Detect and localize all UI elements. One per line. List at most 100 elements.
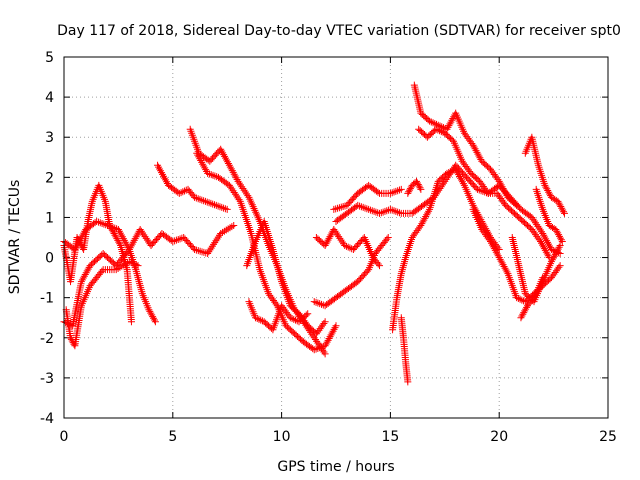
data-point	[513, 294, 521, 302]
data-point	[214, 202, 222, 210]
data-point	[500, 262, 508, 270]
data-point	[227, 183, 235, 191]
data-point	[528, 213, 536, 221]
data-point	[415, 182, 423, 190]
data-point	[93, 217, 101, 225]
y-axis-label: SDTVAR / TECUs	[7, 180, 23, 295]
data-point	[217, 145, 225, 153]
data-point	[231, 190, 239, 198]
data-point	[109, 223, 117, 231]
data-point	[511, 200, 519, 208]
data-point	[365, 205, 373, 213]
data-point	[118, 233, 126, 241]
data-point	[406, 185, 414, 193]
data-point	[327, 331, 335, 339]
data-point	[225, 181, 233, 189]
data-point	[363, 205, 371, 213]
data-point	[127, 318, 135, 326]
data-point	[220, 204, 228, 212]
data-point	[238, 183, 246, 191]
data-point	[455, 171, 463, 179]
data-point	[302, 311, 310, 319]
data-point	[154, 161, 162, 169]
data-point	[213, 235, 221, 243]
data-point	[193, 149, 201, 157]
data-point	[231, 172, 239, 180]
data-point	[494, 176, 502, 184]
data-point	[530, 217, 538, 225]
data-point	[383, 235, 391, 243]
data-point	[325, 335, 333, 343]
data-point	[334, 204, 342, 212]
data-point	[392, 187, 400, 195]
data-point	[220, 151, 228, 159]
data-point	[417, 221, 425, 229]
data-point	[332, 205, 340, 213]
data-point	[207, 244, 215, 252]
data-point	[423, 211, 431, 219]
series-track-10	[310, 234, 392, 310]
data-point	[501, 264, 509, 272]
data-point	[543, 250, 551, 258]
data-point	[229, 187, 237, 195]
data-point	[533, 221, 541, 229]
data-point	[331, 324, 339, 332]
data-point	[81, 270, 89, 278]
data-point	[554, 245, 562, 253]
data-point	[194, 195, 202, 203]
data-point	[472, 147, 480, 155]
data-point	[314, 344, 322, 352]
data-point	[326, 233, 334, 241]
data-point	[234, 194, 242, 202]
data-point	[537, 238, 545, 246]
series-track-15	[397, 314, 412, 386]
data-point	[257, 316, 265, 324]
data-point	[160, 172, 168, 180]
data-point	[379, 208, 387, 216]
series-track-5	[154, 161, 231, 213]
data-point	[490, 245, 498, 253]
data-point	[124, 244, 132, 252]
data-point	[77, 278, 85, 286]
series-track-4	[62, 258, 142, 350]
data-point	[293, 317, 301, 325]
data-point	[404, 189, 412, 197]
data-point	[236, 181, 244, 189]
data-point	[214, 233, 222, 241]
data-point	[222, 154, 230, 162]
data-point	[76, 236, 84, 244]
data-point	[196, 247, 204, 255]
data-point	[317, 343, 325, 351]
y-tick-label: -4	[40, 411, 54, 427]
data-point	[446, 168, 454, 176]
data-point	[333, 231, 341, 239]
data-point	[535, 224, 543, 232]
data-point	[551, 250, 559, 258]
data-point	[218, 147, 226, 155]
data-point	[195, 153, 203, 161]
data-point	[485, 236, 493, 244]
data-point	[104, 221, 112, 229]
data-point	[272, 300, 280, 308]
data-point	[544, 238, 552, 246]
data-point	[326, 333, 334, 341]
data-point	[228, 167, 236, 175]
data-point	[204, 169, 212, 177]
data-point	[116, 229, 124, 237]
data-point	[321, 342, 329, 350]
data-point	[496, 255, 504, 263]
data-point	[390, 188, 398, 196]
data-point	[429, 119, 437, 127]
data-point	[316, 344, 324, 352]
data-point	[77, 235, 85, 243]
data-point	[344, 243, 352, 251]
grid-lines	[64, 57, 608, 418]
data-point	[539, 243, 547, 251]
data-point	[72, 244, 80, 252]
data-point	[458, 178, 466, 186]
plot-frame	[63, 56, 609, 419]
data-point	[222, 156, 230, 164]
data-point	[78, 233, 86, 241]
data-point	[71, 246, 79, 254]
y-tick-label: 3	[45, 130, 54, 146]
